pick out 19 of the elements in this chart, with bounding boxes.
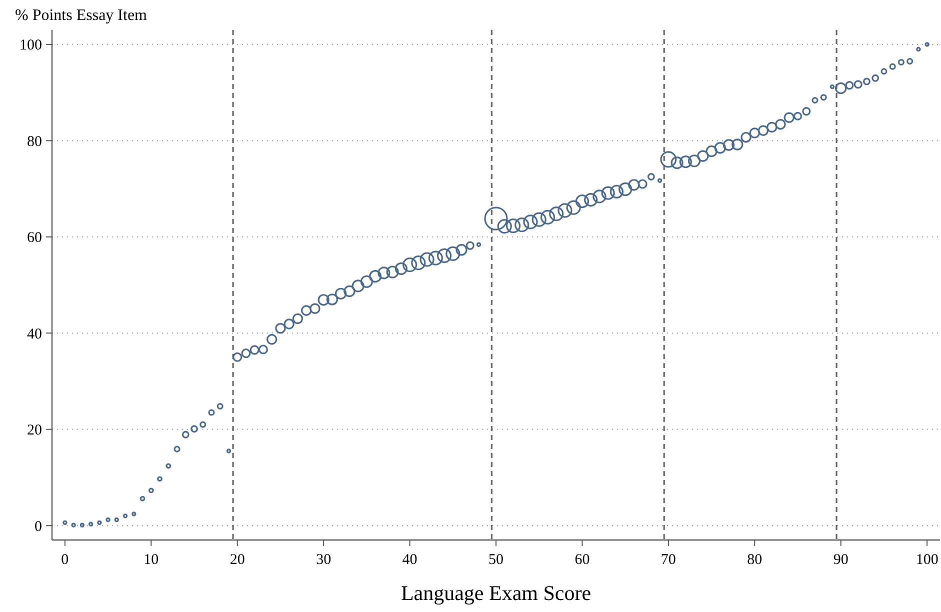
x-tick-label: 0 xyxy=(61,552,69,568)
x-tick-label: 50 xyxy=(488,552,504,568)
x-tick-label: 30 xyxy=(316,552,332,568)
x-tick-label: 10 xyxy=(144,552,159,568)
y-tick-label: 60 xyxy=(27,230,42,246)
x-tick-label: 90 xyxy=(833,552,848,568)
x-tick-label: 20 xyxy=(230,552,245,568)
x-tick-label: 100 xyxy=(916,552,938,568)
y-axis-title: % Points Essay Item xyxy=(15,7,148,24)
x-tick-label: 80 xyxy=(747,552,762,568)
y-tick-label: 0 xyxy=(34,518,42,535)
x-axis-title: Language Exam Score xyxy=(400,581,592,605)
x-tick-label: 60 xyxy=(574,552,590,568)
x-tick-label: 40 xyxy=(402,552,418,568)
y-tick-label: 80 xyxy=(27,134,42,150)
y-tick-label: 20 xyxy=(27,422,42,439)
x-tick-label: 70 xyxy=(660,552,676,568)
y-tick-label: 100 xyxy=(20,38,42,54)
y-tick-label: 40 xyxy=(27,326,42,342)
